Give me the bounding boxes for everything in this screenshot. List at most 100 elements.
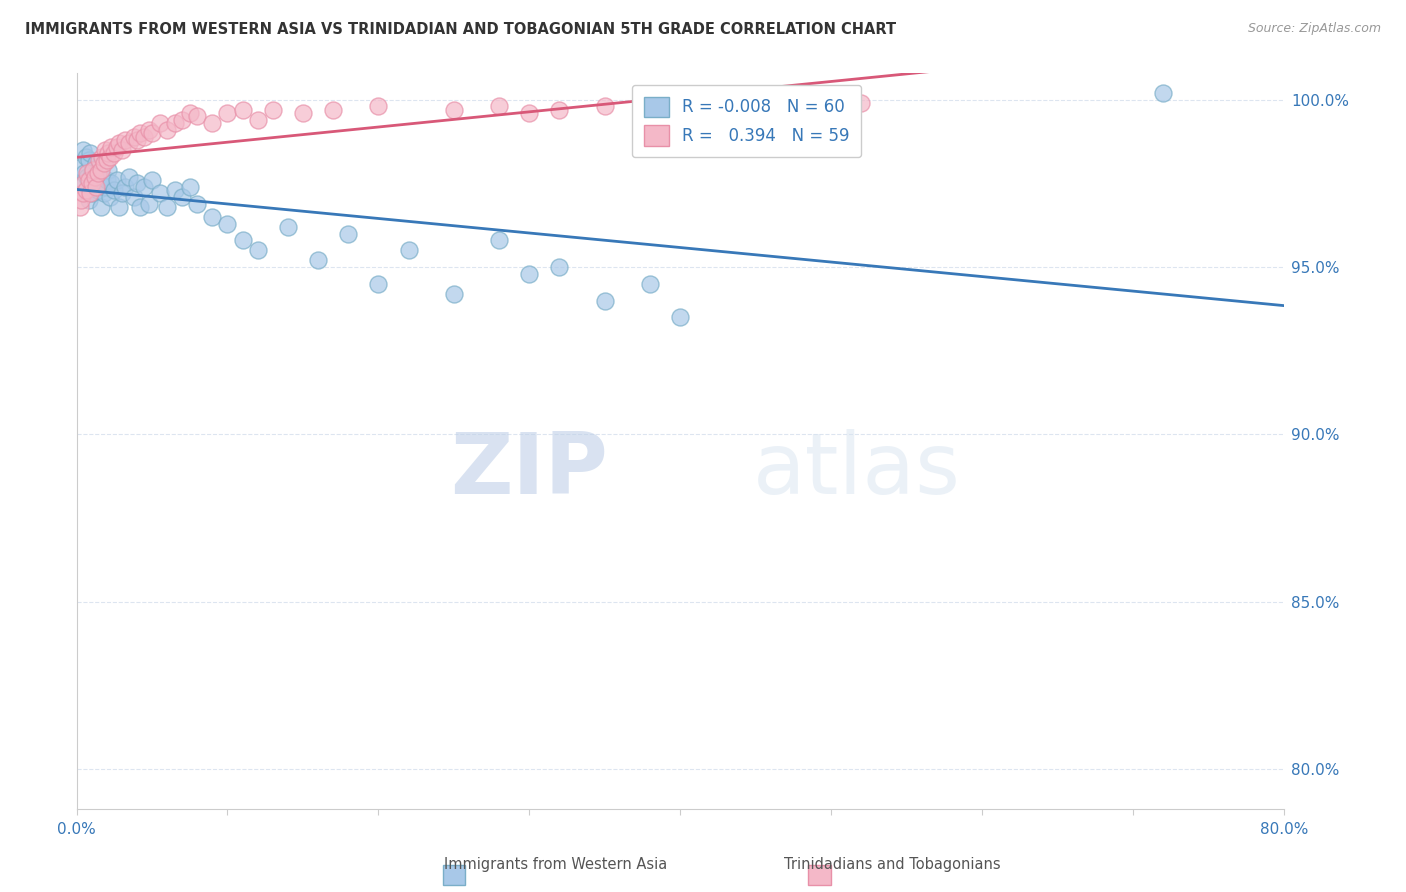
Point: [84, 179, 107, 194]
Point: [90, 163, 112, 178]
Point: [75, 150, 97, 164]
Point: [156, 200, 179, 214]
Point: [138, 123, 160, 137]
Point: [118, 169, 141, 184]
Point: [548, 260, 571, 274]
Point: [77, 173, 100, 187]
Point: [97, 163, 120, 178]
Point: [367, 277, 389, 291]
Point: [80, 166, 103, 180]
Point: [69, 200, 91, 214]
Point: [77, 193, 100, 207]
Point: [277, 219, 299, 234]
Point: [186, 196, 208, 211]
Point: [77, 153, 100, 167]
Point: [163, 116, 186, 130]
Point: [108, 200, 131, 214]
Point: [98, 190, 121, 204]
Point: [246, 244, 269, 258]
Point: [398, 244, 420, 258]
Point: [70, 160, 93, 174]
Point: [86, 183, 108, 197]
Point: [129, 200, 152, 214]
Point: [367, 99, 389, 113]
Point: [98, 150, 121, 164]
Point: [122, 129, 145, 144]
Text: IMMIGRANTS FROM WESTERN ASIA VS TRINIDADIAN AND TOBAGONIAN 5TH GRADE CORRELATION: IMMIGRANTS FROM WESTERN ASIA VS TRINIDAD…: [25, 22, 897, 37]
Point: [163, 183, 186, 197]
Point: [593, 99, 616, 113]
Point: [93, 186, 115, 201]
Text: Source: ZipAtlas.com: Source: ZipAtlas.com: [1247, 22, 1381, 36]
Point: [669, 310, 692, 325]
Point: [134, 179, 156, 194]
Point: [91, 150, 114, 164]
Point: [232, 233, 254, 247]
Point: [141, 126, 163, 140]
Point: [89, 153, 111, 167]
Point: [69, 177, 91, 191]
Point: [307, 253, 329, 268]
Point: [201, 210, 224, 224]
Point: [94, 179, 117, 194]
Point: [75, 183, 97, 197]
Point: [79, 146, 101, 161]
Point: [138, 196, 160, 211]
Point: [129, 126, 152, 140]
Point: [148, 116, 170, 130]
Point: [90, 200, 112, 214]
Point: [93, 156, 115, 170]
Point: [84, 156, 107, 170]
Point: [638, 103, 661, 117]
Point: [73, 177, 96, 191]
Point: [172, 112, 194, 127]
Point: [291, 106, 314, 120]
Point: [89, 160, 111, 174]
Point: [148, 186, 170, 201]
Point: [217, 217, 239, 231]
Point: [488, 233, 510, 247]
Point: [744, 96, 766, 111]
Point: [322, 103, 344, 117]
Point: [134, 129, 156, 144]
Point: [80, 177, 103, 191]
Point: [118, 136, 141, 151]
Point: [638, 277, 661, 291]
Point: [80, 186, 103, 201]
Point: [76, 166, 98, 180]
Point: [82, 163, 104, 178]
Point: [517, 106, 540, 120]
Point: [443, 286, 465, 301]
Point: [72, 143, 94, 157]
Point: [125, 177, 148, 191]
Point: [100, 177, 122, 191]
Point: [96, 153, 118, 167]
Point: [262, 103, 284, 117]
Point: [548, 103, 571, 117]
Point: [1152, 86, 1174, 100]
Point: [114, 179, 136, 194]
Point: [517, 267, 540, 281]
Point: [141, 173, 163, 187]
Point: [111, 143, 134, 157]
Legend: R = -0.008   N = 60, R =   0.394   N = 59: R = -0.008 N = 60, R = 0.394 N = 59: [633, 85, 862, 157]
Point: [103, 146, 125, 161]
Point: [669, 96, 692, 111]
Point: [90, 177, 112, 191]
Point: [105, 139, 128, 153]
Point: [699, 99, 721, 113]
Point: [82, 163, 104, 178]
Point: [186, 110, 208, 124]
Point: [96, 173, 118, 187]
Point: [337, 227, 360, 241]
Point: [79, 186, 101, 201]
Point: [97, 146, 120, 161]
Point: [201, 116, 224, 130]
Point: [83, 169, 105, 184]
Point: [83, 173, 105, 187]
Point: [73, 166, 96, 180]
Point: [851, 96, 873, 111]
Point: [70, 193, 93, 207]
Point: [488, 99, 510, 113]
Point: [443, 103, 465, 117]
